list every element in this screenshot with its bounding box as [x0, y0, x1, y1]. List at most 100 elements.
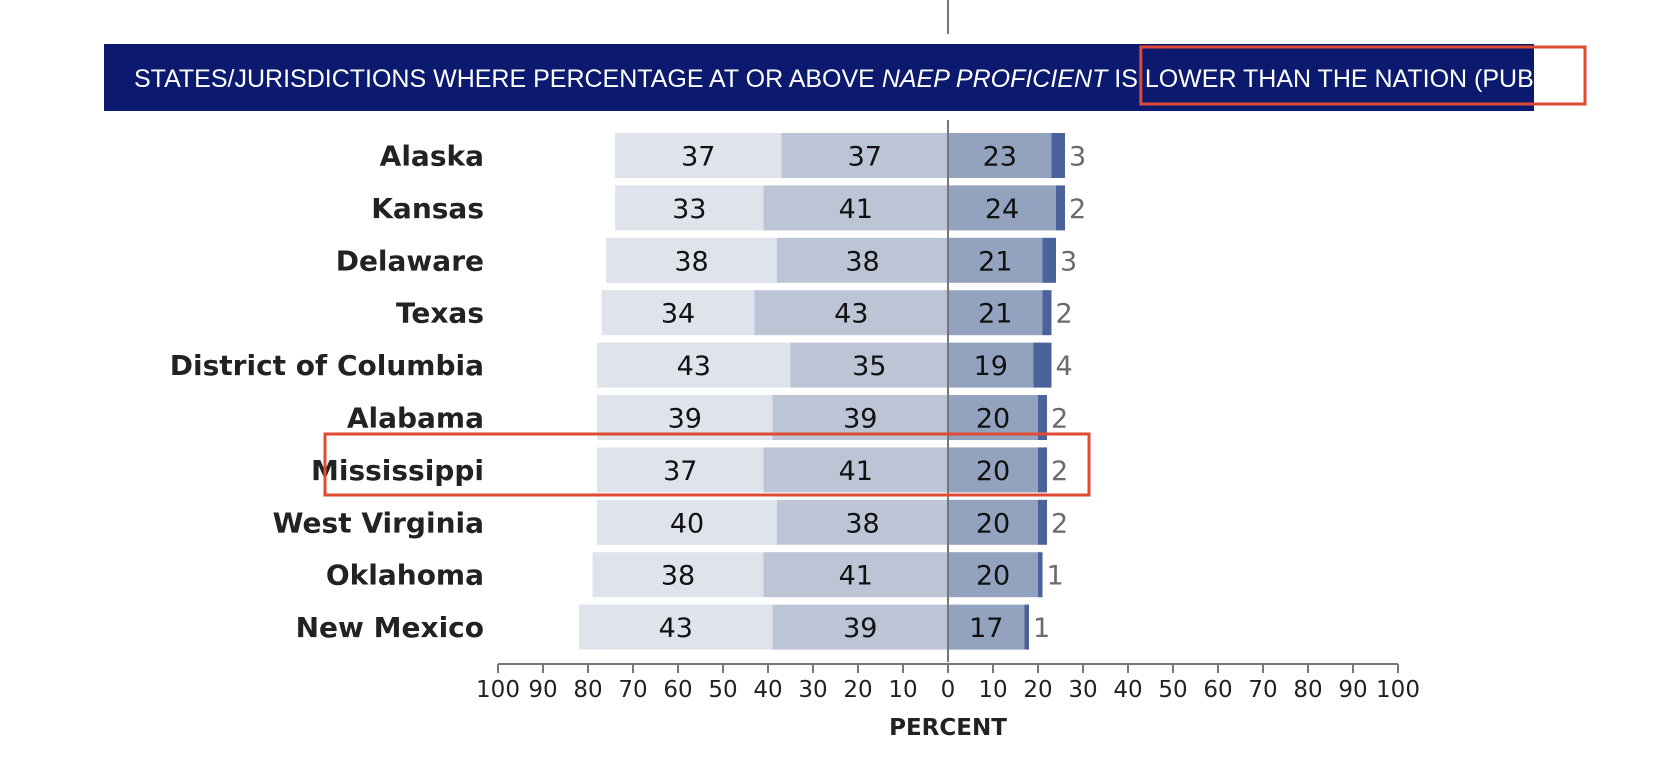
bar-advanced-west-virginia [1038, 499, 1047, 545]
label-below-basic-west-virginia: 40 [670, 508, 704, 539]
title-highlighted: LOWER THAN THE NATION (PUBLIC) [1145, 65, 1581, 93]
label-advanced-west-virginia: 2 [1051, 508, 1068, 539]
label-below-basic-alabama: 39 [668, 404, 702, 435]
bar-advanced-new-mexico [1024, 604, 1029, 650]
x-tick-label: 90 [1338, 677, 1367, 703]
bar-advanced-oklahoma [1038, 552, 1043, 598]
bar-advanced-mississippi [1038, 447, 1047, 493]
label-advanced-mississippi: 2 [1051, 456, 1068, 487]
bar-proficient-alaska [948, 133, 1052, 178]
label-below-basic-new-mexico: 43 [659, 613, 693, 644]
x-axis-title: PERCENT [889, 715, 1007, 741]
state-label-alaska: Alaska [380, 140, 484, 173]
chart-title: STATES/JURISDICTIONS WHERE PERCENTAGE AT… [134, 65, 1581, 93]
title-prefix: STATES/JURISDICTIONS WHERE PERCENTAGE AT… [134, 65, 882, 93]
x-tick-label: 80 [1293, 677, 1322, 703]
bar-below-basic-new-mexico [579, 604, 773, 650]
bar-below-basic-mississippi [597, 447, 764, 493]
label-proficient-oklahoma: 20 [976, 561, 1010, 592]
bar-advanced-district-of-columbia [1033, 342, 1052, 388]
label-advanced-texas: 2 [1056, 299, 1073, 330]
bar-basic-new-mexico [772, 604, 948, 650]
bar-advanced-alabama [1038, 395, 1047, 440]
bar-basic-oklahoma [763, 552, 948, 598]
label-advanced-oklahoma: 1 [1047, 561, 1064, 592]
bar-proficient-mississippi [948, 447, 1038, 493]
bar-below-basic-texas [601, 290, 755, 336]
bar-below-basic-alaska [615, 133, 782, 178]
label-below-basic-oklahoma: 38 [661, 561, 695, 592]
x-tick-label: 90 [528, 677, 557, 703]
label-proficient-west-virginia: 20 [976, 508, 1010, 539]
label-basic-kansas: 41 [839, 194, 873, 225]
x-tick-label: 70 [618, 677, 647, 703]
bar-basic-west-virginia [777, 499, 948, 545]
x-tick-label: 40 [753, 677, 782, 703]
bar-below-basic-kansas [615, 185, 764, 231]
bars-layer: 37 37 23 333 41 24 238 38 21 334 43 21 243 35 19 439 39 2… [579, 133, 1086, 650]
state-label-oklahoma: Oklahoma [326, 559, 484, 592]
label-advanced-district-of-columbia: 4 [1056, 351, 1073, 382]
label-basic-alaska: 37 [848, 142, 882, 173]
state-label-west-virginia: West Virginia [273, 506, 484, 539]
label-advanced-delaware: 3 [1060, 246, 1077, 277]
x-tick-label: 20 [843, 677, 872, 703]
label-basic-alabama: 39 [843, 404, 877, 435]
bar-basic-kansas [763, 185, 948, 231]
bar-proficient-west-virginia [948, 499, 1038, 545]
x-tick-label: 0 [941, 677, 956, 703]
label-advanced-kansas: 2 [1069, 194, 1086, 225]
label-below-basic-alaska: 37 [681, 142, 715, 173]
bar-below-basic-district-of-columbia [597, 342, 791, 388]
bar-below-basic-oklahoma [592, 552, 764, 598]
x-tick-label: 20 [1023, 677, 1052, 703]
highlighted-row-box [323, 432, 1091, 497]
x-tick-label: 80 [573, 677, 602, 703]
label-below-basic-kansas: 33 [672, 194, 706, 225]
bar-advanced-alaska [1051, 133, 1065, 178]
x-tick-label: 70 [1248, 677, 1277, 703]
x-tick-label: 50 [708, 677, 737, 703]
label-basic-texas: 43 [834, 299, 868, 330]
x-tick-label: 40 [1113, 677, 1142, 703]
state-label-delaware: Delaware [336, 244, 484, 277]
bar-advanced-texas [1042, 290, 1052, 336]
label-basic-oklahoma: 41 [839, 561, 873, 592]
x-tick-label: 60 [663, 677, 692, 703]
bar-proficient-kansas [948, 185, 1056, 231]
x-tick-label: 100 [1376, 677, 1420, 703]
title-highlight-box [1139, 45, 1587, 106]
state-label-texas: Texas [396, 297, 484, 330]
state-label-alabama: Alabama [347, 402, 484, 435]
bar-below-basic-west-virginia [597, 499, 777, 545]
label-proficient-new-mexico: 17 [969, 613, 1003, 644]
bar-proficient-delaware [948, 237, 1043, 283]
label-proficient-texas: 21 [978, 299, 1012, 330]
label-proficient-mississippi: 20 [976, 456, 1010, 487]
title-middle: IS [1107, 65, 1145, 93]
bar-basic-mississippi [763, 447, 948, 493]
bar-basic-texas [754, 290, 948, 336]
label-basic-new-mexico: 39 [843, 613, 877, 644]
x-axis: 100 90 80 70 60 50 40 30 20 10 0 10 20 30 40 50 60 70 80 90… [476, 663, 1420, 703]
label-advanced-alaska: 3 [1069, 142, 1086, 173]
bar-proficient-oklahoma [948, 552, 1038, 598]
state-label-district-of-columbia: District of Columbia [170, 349, 484, 382]
label-proficient-delaware: 21 [978, 246, 1012, 277]
title-italic: NAEP PROFICIENT [882, 65, 1109, 93]
bar-basic-delaware [777, 237, 948, 283]
x-tick-label: 60 [1203, 677, 1232, 703]
label-proficient-alabama: 20 [976, 404, 1010, 435]
label-basic-mississippi: 41 [839, 456, 873, 487]
label-below-basic-delaware: 38 [674, 246, 708, 277]
label-proficient-alaska: 23 [983, 142, 1017, 173]
label-proficient-district-of-columbia: 19 [974, 351, 1008, 382]
label-below-basic-district-of-columbia: 43 [677, 351, 711, 382]
state-label-mississippi: Mississippi [311, 454, 484, 487]
state-labels: Alaska Kansas Delaware Texas District of Col… [170, 140, 484, 645]
bar-advanced-kansas [1056, 185, 1065, 231]
label-advanced-alabama: 2 [1051, 404, 1068, 435]
bar-basic-district-of-columbia [790, 342, 948, 388]
state-label-kansas: Kansas [371, 192, 484, 225]
